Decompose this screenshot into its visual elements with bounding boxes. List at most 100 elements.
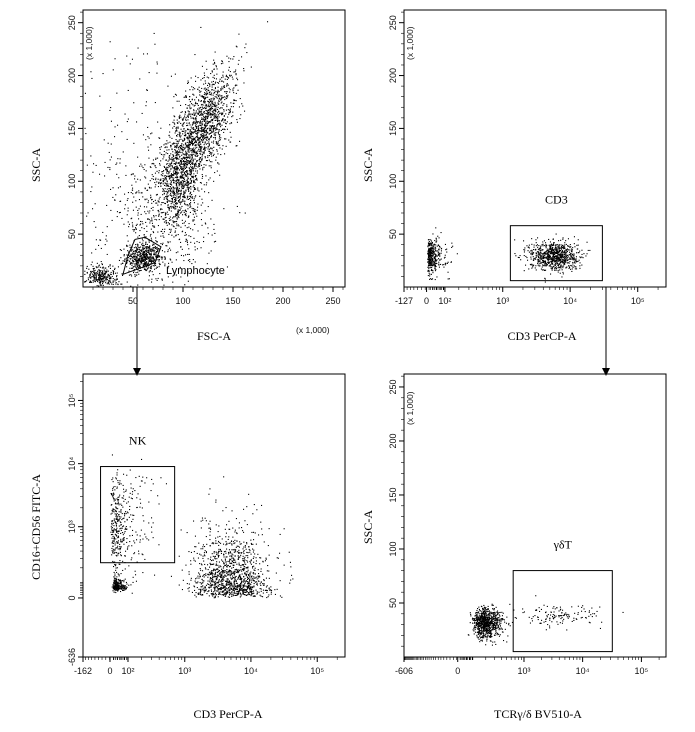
- data-point: [544, 252, 546, 254]
- data-point: [428, 263, 430, 265]
- data-point: [216, 142, 218, 144]
- data-point: [199, 122, 201, 124]
- data-point: [436, 240, 438, 242]
- data-point: [173, 191, 175, 193]
- data-point: [189, 135, 191, 137]
- data-point: [182, 183, 184, 185]
- data-point: [166, 149, 168, 151]
- data-point: [190, 113, 192, 115]
- data-point: [209, 99, 211, 101]
- data-point: [218, 96, 220, 98]
- data-point: [435, 256, 437, 258]
- data-point: [128, 226, 130, 228]
- data-point: [164, 228, 166, 230]
- data-point: [200, 104, 202, 106]
- data-point: [207, 131, 209, 133]
- data-point: [151, 178, 153, 180]
- data-point: [129, 262, 131, 264]
- data-point: [564, 261, 566, 263]
- data-point: [200, 100, 202, 102]
- data-point: [540, 268, 542, 270]
- data-point: [102, 283, 104, 285]
- data-point: [111, 554, 113, 556]
- data-point: [217, 153, 219, 155]
- data-point: [171, 184, 173, 186]
- data-point: [189, 198, 191, 200]
- data-point: [190, 137, 192, 139]
- data-point: [569, 249, 571, 251]
- data-point: [575, 266, 577, 268]
- data-point: [211, 92, 213, 94]
- data-point: [172, 178, 174, 180]
- data-point: [223, 103, 225, 105]
- data-point: [165, 183, 167, 185]
- data-point: [555, 252, 557, 254]
- data-point: [199, 168, 201, 170]
- data-point: [212, 131, 214, 133]
- data-point: [435, 250, 437, 252]
- data-point: [94, 272, 96, 274]
- data-point: [164, 214, 166, 216]
- data-point: [194, 139, 196, 141]
- data-point: [436, 276, 438, 278]
- data-point: [559, 256, 561, 258]
- data-point: [205, 138, 207, 140]
- data-point: [178, 162, 180, 164]
- data-point: [560, 255, 562, 257]
- data-point: [535, 252, 537, 254]
- data-point: [130, 262, 132, 264]
- data-point: [185, 184, 187, 186]
- data-point: [173, 115, 175, 117]
- data-point: [552, 263, 554, 265]
- data-point: [183, 135, 185, 137]
- data-point: [234, 71, 236, 73]
- data-point: [164, 256, 166, 258]
- data-point: [179, 145, 181, 147]
- data-point: [170, 194, 172, 196]
- data-point: [189, 96, 191, 98]
- data-point: [176, 122, 178, 124]
- data-point: [108, 283, 110, 285]
- data-point: [551, 266, 553, 268]
- data-point: [579, 262, 581, 264]
- scatter-points: [84, 21, 269, 287]
- data-point: [192, 219, 194, 221]
- data-point: [116, 216, 118, 218]
- data-point: [137, 265, 139, 267]
- data-point: [182, 157, 184, 159]
- data-point: [183, 183, 185, 185]
- data-point: [125, 174, 127, 176]
- data-point: [221, 86, 223, 88]
- data-point: [145, 105, 147, 107]
- data-point: [567, 245, 569, 247]
- data-point: [168, 262, 170, 264]
- data-point: [181, 124, 183, 126]
- data-point: [106, 283, 108, 285]
- data-point: [163, 221, 165, 223]
- data-point: [135, 232, 137, 234]
- data-point: [557, 267, 559, 269]
- data-point: [103, 274, 105, 276]
- data-point: [135, 267, 137, 269]
- data-point: [540, 262, 542, 264]
- data-point: [163, 284, 165, 286]
- data-point: [186, 122, 188, 124]
- data-point: [162, 202, 164, 204]
- data-point: [156, 202, 158, 204]
- data-point: [110, 282, 112, 284]
- data-point: [427, 255, 429, 257]
- data-point: [141, 112, 143, 114]
- data-point: [200, 124, 202, 126]
- data-point: [205, 112, 207, 114]
- data-point: [165, 159, 167, 161]
- scatter-points: [427, 227, 591, 283]
- data-point: [433, 263, 435, 265]
- data-point: [221, 80, 223, 82]
- data-point: [185, 159, 187, 161]
- data-point: [91, 186, 93, 188]
- y-tick-label: 100: [67, 174, 77, 189]
- data-point: [176, 135, 178, 137]
- data-point: [192, 140, 194, 142]
- data-point: [206, 263, 208, 265]
- data-point: [161, 257, 163, 259]
